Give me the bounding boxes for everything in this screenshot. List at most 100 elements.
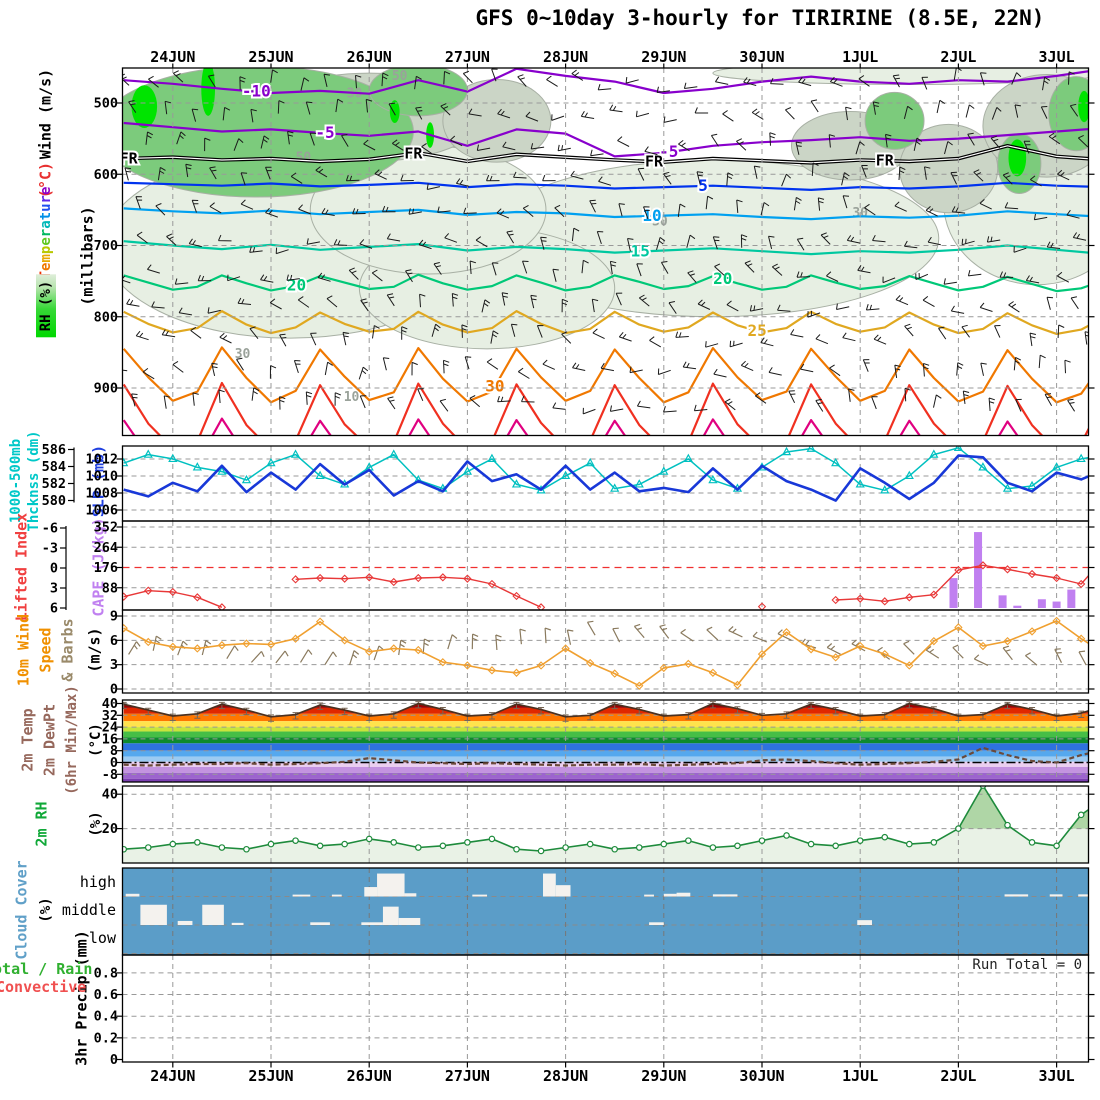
svg-text:0.4: 0.4	[94, 1009, 118, 1025]
panel-t2m	[122, 700, 1089, 782]
day-label-bottom: 24JUN	[150, 1067, 195, 1085]
rh-shading-blob	[131, 85, 158, 128]
svg-text:352: 352	[94, 520, 118, 536]
svg-text:10: 10	[344, 390, 360, 405]
upper-air-wind-barbs	[122, 68, 1089, 415]
cape-bar	[1052, 601, 1061, 608]
cloud-bar-middle	[382, 906, 399, 925]
svg-text:30: 30	[485, 376, 504, 395]
cloud-bar-high	[663, 893, 677, 897]
svg-text:5: 5	[698, 176, 708, 195]
day-label-bottom: 30JUN	[739, 1067, 784, 1085]
svg-text:9: 9	[110, 609, 118, 625]
svg-text:800: 800	[94, 309, 118, 325]
svg-text:600: 600	[94, 167, 118, 183]
cape-bar	[974, 532, 983, 608]
day-label-top: 26JUN	[347, 48, 392, 66]
rh-shading-blob	[201, 68, 216, 116]
svg-text:0: 0	[110, 682, 118, 698]
axes: 5006007008009001006100810101012881762643…	[42, 67, 1095, 1068]
x-axis-labels: 24JUN 24JUN 25JUN 25JUN 26JUN 26JUN 27JUN 27JUN…	[150, 48, 1074, 1085]
cloud-bar-middle	[398, 917, 421, 925]
day-label-top: 1JUL	[842, 48, 878, 66]
cape-bar	[949, 578, 958, 608]
svg-text:FR: FR	[645, 153, 664, 171]
cloud-bar-high	[125, 893, 140, 897]
cape-bar	[1037, 599, 1046, 608]
svg-text:700: 700	[94, 238, 118, 254]
rh-shading-blob	[389, 100, 400, 123]
cloud-bar-high	[1004, 894, 1029, 897]
svg-text:584: 584	[42, 459, 66, 475]
cloud-bar-middle	[649, 922, 664, 925]
cloud-bar-high	[543, 873, 556, 897]
rh-shading-blob	[1078, 90, 1089, 123]
cloud-bar-high	[712, 894, 738, 897]
cloud-bar-high	[331, 894, 342, 897]
gridlines-upper-air	[122, 68, 1089, 436]
svg-text:-10: -10	[242, 82, 271, 101]
cloud-bar-high	[404, 893, 417, 897]
svg-text:-5: -5	[315, 123, 334, 142]
svg-text:50: 50	[392, 69, 408, 84]
day-label-bottom: 3JUL	[1039, 1067, 1075, 1085]
day-label-bottom: 25JUN	[248, 1067, 293, 1085]
run-total-label: Run Total = 0	[972, 957, 1082, 973]
svg-text:16: 16	[102, 731, 118, 747]
cloud-bar-high	[1078, 894, 1089, 897]
svg-text:900: 900	[94, 381, 118, 397]
cape-bar	[998, 595, 1007, 608]
svg-text:1012: 1012	[85, 452, 118, 468]
cape-bar	[1013, 605, 1022, 608]
svg-text:0: 0	[50, 561, 58, 577]
day-label-bottom: 29JUN	[641, 1067, 686, 1085]
cloud-row-label-high: high	[79, 873, 116, 891]
svg-text:FR: FR	[120, 149, 139, 167]
rh-shading-blob	[864, 91, 925, 150]
day-label-bottom: 26JUN	[347, 1067, 392, 1085]
svg-text:88: 88	[102, 580, 118, 596]
day-label-top: 27JUN	[445, 48, 490, 66]
cloud-bar-high	[364, 887, 378, 897]
svg-text:15: 15	[631, 242, 650, 261]
cape-bar	[1067, 589, 1076, 608]
cloud-bar-middle	[361, 922, 383, 925]
svg-text:580: 580	[42, 493, 66, 509]
cloud-bar-middle	[310, 922, 330, 925]
svg-text:50: 50	[296, 150, 312, 165]
svg-text:0.8: 0.8	[94, 965, 118, 981]
cloud-bar-middle	[857, 920, 872, 925]
svg-text:FR: FR	[876, 152, 895, 170]
svg-text:176: 176	[94, 560, 118, 576]
svg-text:20: 20	[713, 269, 732, 288]
svg-text:30: 30	[235, 347, 251, 362]
cloud-row-label-middle: middle	[61, 901, 116, 919]
svg-text:40: 40	[102, 787, 118, 803]
cloud-bar-high	[1049, 894, 1063, 897]
svg-text:8: 8	[110, 743, 118, 759]
svg-text:264: 264	[94, 540, 118, 556]
svg-text:20: 20	[102, 821, 118, 837]
day-label-top: 3JUL	[1039, 48, 1075, 66]
panel-cloud-cover	[122, 868, 1089, 955]
svg-text:0: 0	[110, 755, 118, 771]
day-label-top: 2JUL	[940, 48, 976, 66]
cloud-bar-high	[644, 894, 654, 897]
panel-wind10m	[122, 610, 1089, 693]
svg-text:6: 6	[50, 601, 58, 617]
svg-text:586: 586	[42, 442, 66, 458]
day-label-bottom: 28JUN	[543, 1067, 588, 1085]
day-label-top: 30JUN	[739, 48, 784, 66]
day-label-bottom: 27JUN	[445, 1067, 490, 1085]
panel-precip	[122, 955, 1089, 1062]
convective-label: Convective	[0, 978, 87, 996]
svg-text:25: 25	[747, 321, 766, 340]
cloud-row-label-low: low	[88, 929, 116, 947]
day-label-top: 25JUN	[248, 48, 293, 66]
rh-shading-blob	[442, 78, 552, 163]
svg-text:-8: -8	[102, 767, 118, 783]
cloud-bar-middle	[202, 904, 224, 925]
cloud-bar-high	[292, 894, 311, 897]
